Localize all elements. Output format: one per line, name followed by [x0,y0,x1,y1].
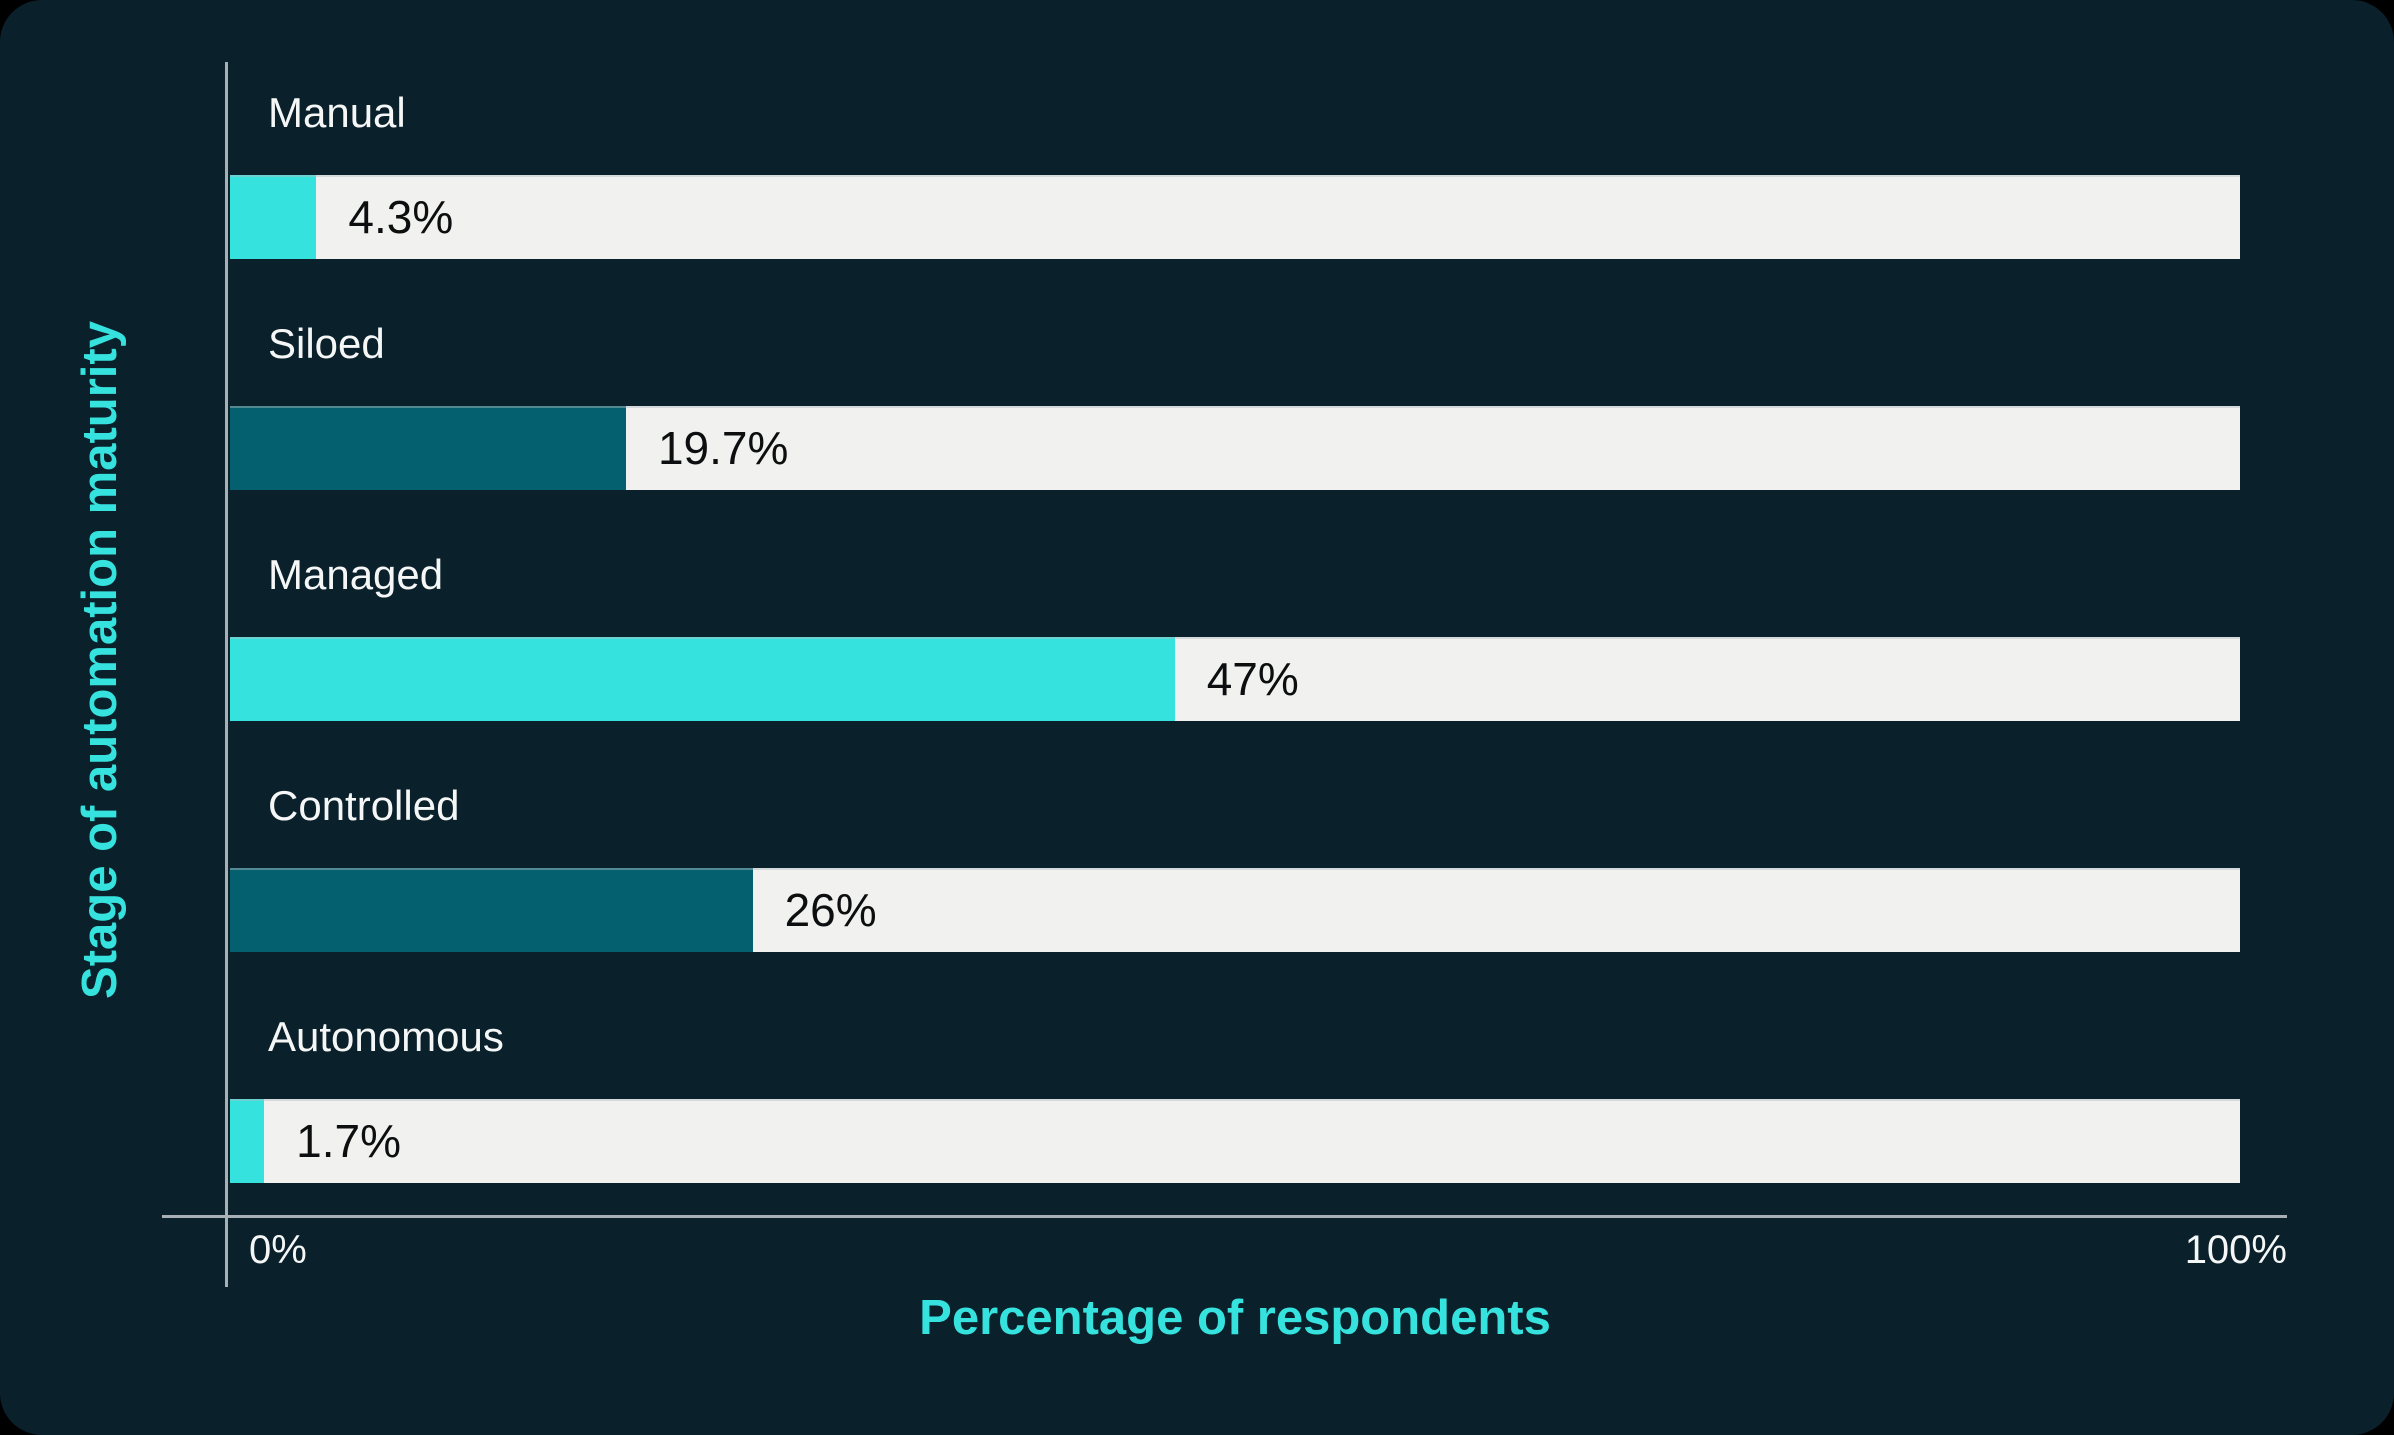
bar-fill [230,637,1175,721]
bar-track: 47% [230,637,2240,721]
y-axis-line [225,62,228,1287]
x-axis-line [162,1215,2287,1218]
category-label: Manual [268,89,406,136]
value-label: 47% [1206,653,1299,705]
value-label: 1.7% [296,1115,402,1167]
bar-fill [230,1099,265,1183]
bar-row: Siloed 19.7% [230,293,2240,524]
value-label: 19.7% [657,422,789,474]
bar-track: 19.7% [230,406,2240,490]
category-label: Siloed [268,320,385,367]
bar-track: 1.7% [230,1099,2240,1183]
bar-track: 26% [230,868,2240,952]
x-tick-min: 0% [249,1228,307,1272]
bar-fill [230,406,626,490]
category-label: Autonomous [268,1013,504,1060]
bar-chart: Manual 4.3% Siloed 19.7% Managed 47% Con… [230,62,2240,1217]
bar-row: Manual 4.3% [230,62,2240,293]
category-label: Managed [268,551,444,598]
bar-fill [230,868,753,952]
x-axis-title: Percentage of respondents [919,1291,1551,1345]
bar-row: Autonomous 1.7% [230,986,2240,1217]
bar-row: Managed 47% [230,524,2240,755]
value-label: 4.3% [348,191,454,243]
y-axis-title: Stage of automation maturity [73,321,127,999]
category-label: Controlled [268,782,460,829]
x-tick-max: 100% [2184,1228,2287,1272]
value-label: 26% [784,884,877,936]
bar-track: 4.3% [230,175,2240,259]
bar-row: Controlled 26% [230,755,2240,986]
bar-fill [230,175,317,259]
